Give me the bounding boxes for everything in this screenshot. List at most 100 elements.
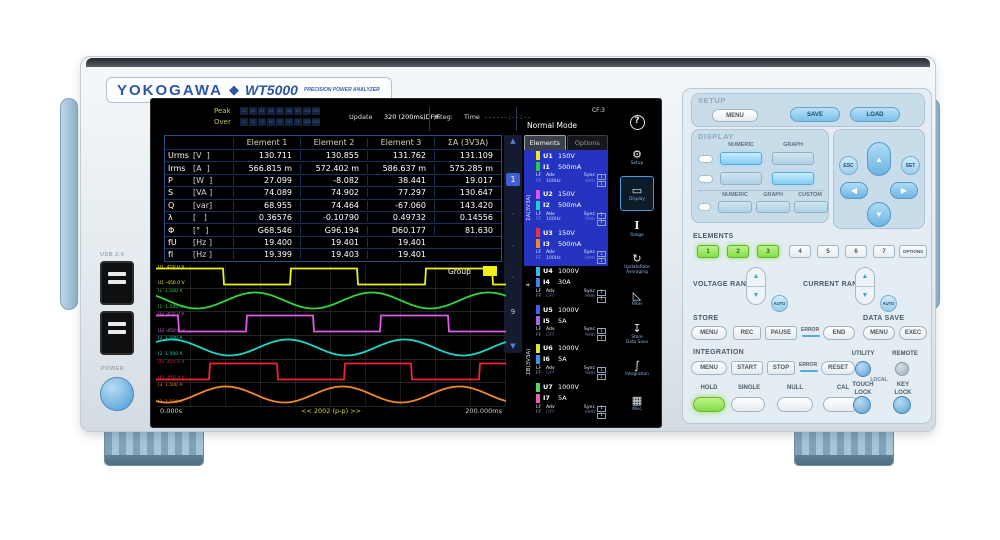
usb-port-1[interactable] bbox=[100, 261, 134, 305]
stop-button[interactable]: STOP bbox=[767, 361, 795, 375]
waveform-trace-I1 bbox=[156, 291, 506, 310]
cell-value: 19.017 bbox=[434, 175, 501, 185]
numeric-custom-button[interactable] bbox=[718, 201, 752, 213]
tab-options[interactable]: Options bbox=[566, 135, 608, 150]
cell-value: -67.060 bbox=[367, 200, 434, 210]
set-button[interactable]: SET bbox=[901, 156, 920, 175]
voltage-auto-button[interactable]: AUTO bbox=[771, 295, 788, 312]
tab-elements[interactable]: Elements bbox=[524, 135, 566, 150]
voltage-range-rocker[interactable]: ▲ ▼ bbox=[746, 267, 766, 305]
left-handle bbox=[60, 98, 78, 310]
end-button[interactable]: END bbox=[823, 326, 855, 340]
touch-lock-button[interactable] bbox=[853, 396, 871, 414]
element-block[interactable]: U2 150V I2 500mA LF FF Adv 100Hz Sync Hrm 1 1 bbox=[534, 189, 608, 228]
waveform-label-bottom: I3 -1.500 A bbox=[158, 399, 183, 405]
up-arrow-button[interactable]: ▲ bbox=[867, 142, 891, 176]
integration-menu-button[interactable]: ∫ Integration bbox=[620, 352, 654, 385]
element-4-button[interactable]: 4 bbox=[789, 245, 811, 258]
element-block[interactable]: U6 1000V I6 5A LF FF Adv OFF Sync Hrm 1 1 bbox=[534, 343, 608, 382]
display-indicator-button[interactable] bbox=[698, 203, 711, 211]
down-arrow-button[interactable]: ▼ bbox=[867, 202, 891, 227]
filter-menu-button[interactable]: ◺ Filter bbox=[620, 282, 654, 315]
element-block[interactable]: U5 1000V I5 5A LF FF Adv OFF Sync Hrm 1 1 bbox=[534, 304, 608, 343]
display-indicator-button[interactable] bbox=[698, 155, 713, 163]
element-block[interactable]: U4 1000V I4 30A LF FF Adv OFF Sync Hrm 1 1 bbox=[534, 266, 608, 305]
table-row: Urms [V ] 130.711 130.855 131.762 131.109 bbox=[165, 149, 501, 161]
data-save-menu-button[interactable]: MENU bbox=[863, 326, 895, 340]
current-page[interactable]: 1 bbox=[506, 172, 520, 186]
page-dot[interactable]: · bbox=[511, 273, 515, 282]
voltage-down-icon[interactable]: ▼ bbox=[752, 291, 760, 299]
element-5-button[interactable]: 5 bbox=[817, 245, 839, 258]
integration-menu-button[interactable]: MENU bbox=[691, 361, 727, 375]
custom-button[interactable] bbox=[794, 201, 828, 213]
single-button[interactable] bbox=[731, 397, 765, 412]
hrm-label: Hrm bbox=[585, 410, 595, 416]
usb-port-2[interactable] bbox=[100, 311, 134, 355]
key-lock-button[interactable] bbox=[893, 396, 911, 414]
numeric-display-button[interactable] bbox=[720, 152, 762, 165]
graph-custom-button[interactable] bbox=[756, 201, 790, 213]
store-menu-button[interactable]: ↧ Store Data Save bbox=[620, 317, 654, 350]
numeric-display-button-2[interactable] bbox=[720, 172, 762, 185]
utility-button[interactable] bbox=[855, 361, 871, 377]
left-arrow-button[interactable]: ◀ bbox=[840, 182, 868, 199]
power-button[interactable] bbox=[100, 377, 134, 411]
element-6-button[interactable]: 6 bbox=[845, 245, 867, 258]
store-menu-button[interactable]: MENU bbox=[691, 326, 727, 340]
page-dot[interactable]: · bbox=[511, 241, 515, 251]
current-auto-button[interactable]: AUTO bbox=[880, 295, 897, 312]
ff-label: FF bbox=[536, 371, 542, 377]
update-rate-menu-button[interactable]: ↻ UpdateRate Averaging bbox=[620, 248, 654, 281]
setup-menu-button[interactable]: MENU bbox=[712, 109, 758, 122]
right-arrow-button[interactable]: ▶ bbox=[890, 182, 918, 199]
page-selector[interactable]: ▲ 1 · · · 9 ▼ bbox=[504, 135, 522, 353]
graph-display-button-2[interactable] bbox=[772, 172, 814, 185]
sync-label: Sync bbox=[583, 173, 595, 178]
cell-value: 19.399 bbox=[233, 250, 300, 260]
voltage-up-icon[interactable]: ▲ bbox=[747, 268, 765, 287]
save-button[interactable]: SAVE bbox=[790, 107, 840, 122]
element-block[interactable]: U3 150V I3 500mA LF FF Adv 100Hz Sync Hrm 1 1 bbox=[534, 227, 608, 266]
page-dot[interactable]: · bbox=[511, 210, 515, 219]
element-block[interactable]: U7 1000V I7 5A LF FF Adv OFF Sync Hrm 1 1 bbox=[534, 382, 608, 421]
esc-button[interactable]: ESC bbox=[839, 156, 858, 175]
options-button[interactable]: OPTIONS bbox=[899, 245, 927, 258]
last-page[interactable]: 9 bbox=[510, 307, 516, 316]
help-menu-button[interactable]: ? bbox=[620, 106, 654, 139]
range-menu-button[interactable]: I Range bbox=[620, 213, 654, 246]
current-range-rocker[interactable]: ▲ ▼ bbox=[855, 267, 875, 305]
rec-button[interactable]: REC bbox=[733, 326, 761, 340]
element-3-button[interactable]: 3 bbox=[757, 245, 779, 258]
element-block[interactable]: U1 150V I1 500mA LF FF Adv 100Hz Sync Hrm 1 1 bbox=[534, 150, 608, 189]
load-button[interactable]: LOAD bbox=[850, 107, 900, 122]
current-row: I5 5A bbox=[534, 315, 608, 326]
peak-indicator: ChC bbox=[312, 107, 320, 115]
freq-label: OFF bbox=[546, 294, 555, 300]
page-up-icon[interactable]: ▲ bbox=[510, 137, 516, 145]
current-range-value: 500mA bbox=[558, 239, 582, 248]
screen[interactable]: Peak Over U1 U2 U3 U4 U5 U6 U7 ChA ChC I1 I2 I3 I4 I… bbox=[156, 105, 656, 421]
setup-menu-button[interactable]: ⚙ Setup bbox=[620, 141, 654, 174]
graph-display-button[interactable] bbox=[772, 152, 814, 165]
misc-menu-button[interactable]: ▦ Misc bbox=[620, 387, 654, 420]
element-7-button[interactable]: 7 bbox=[873, 245, 895, 258]
exec-button[interactable]: EXEC bbox=[899, 326, 927, 340]
display-menu-button[interactable]: ▭ Display bbox=[620, 175, 654, 211]
current-up-icon[interactable]: ▲ bbox=[856, 268, 874, 287]
hold-button[interactable] bbox=[693, 397, 725, 412]
waveform-area[interactable]: Group U1 450.0 V U1 -450.0 V I1 1.500 A I1 … bbox=[156, 265, 506, 408]
pause-button[interactable]: PAUSE bbox=[765, 326, 797, 340]
element-1-button[interactable]: 1 bbox=[697, 245, 719, 258]
current-color-bar bbox=[536, 200, 540, 210]
row-name: fU bbox=[168, 237, 177, 247]
null-button[interactable] bbox=[777, 397, 813, 412]
start-button[interactable]: START bbox=[731, 361, 763, 375]
display-indicator-button[interactable] bbox=[698, 175, 713, 183]
voltage-range-value: 1000V bbox=[558, 383, 579, 392]
page-down-icon[interactable]: ▼ bbox=[510, 342, 516, 350]
voltage-color-bar bbox=[536, 228, 540, 238]
element-2-button[interactable]: 2 bbox=[727, 245, 749, 258]
current-down-icon[interactable]: ▼ bbox=[861, 291, 869, 299]
reset-button[interactable]: RESET bbox=[821, 361, 855, 375]
